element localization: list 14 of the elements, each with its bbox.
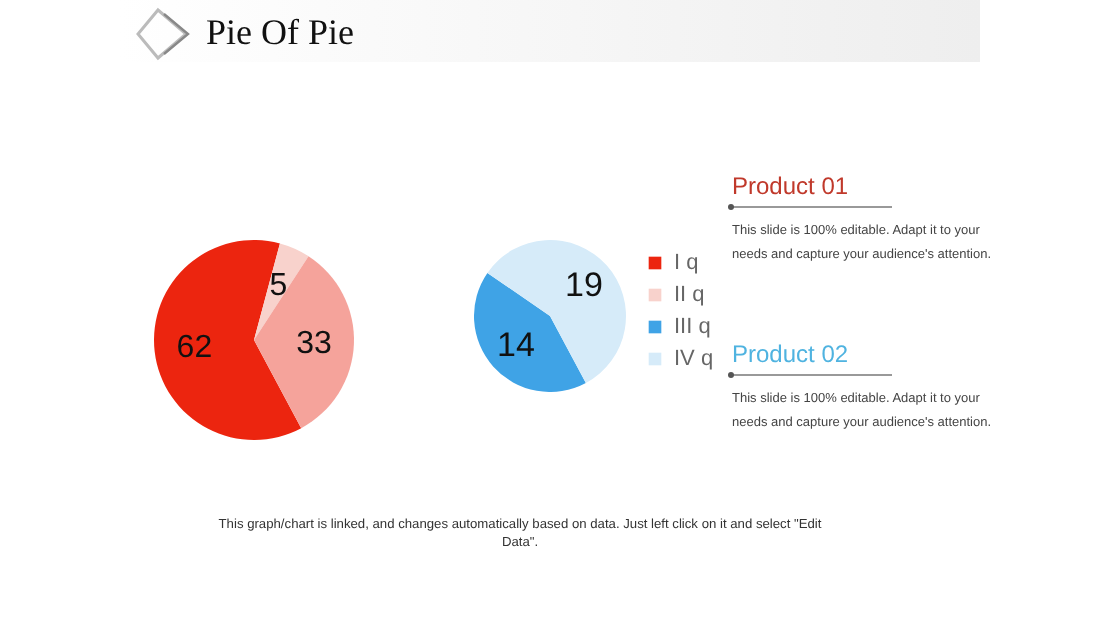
legend-label: I q [674,251,699,275]
legend-label: III q [674,315,711,339]
text: Product 02 [732,340,851,368]
pie-slice [487,240,626,383]
chart-title: Pie Of Pie [206,12,354,54]
legend-label: II q [674,283,705,307]
pie-slice [254,256,354,429]
data-label: 19 [565,265,603,304]
data-label: 14 [497,326,535,365]
text: Product 01 [732,172,851,200]
data-label: 62 [176,330,213,365]
data-label: 5 [269,269,288,304]
data-label: 33 [296,326,332,361]
legend-label: IV q [674,347,714,371]
